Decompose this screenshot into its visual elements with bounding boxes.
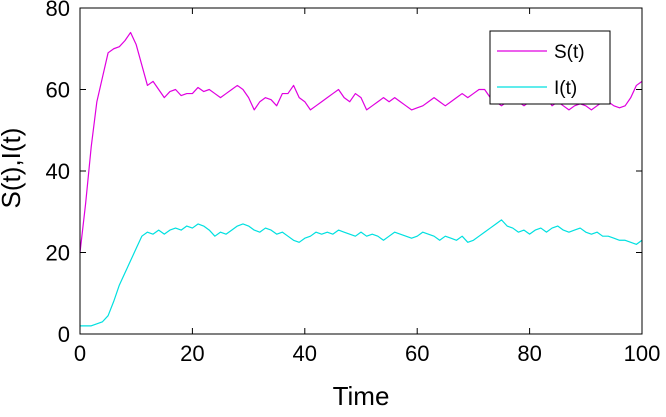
x-tick-label: 80 (517, 341, 541, 366)
x-tick-label: 40 (293, 341, 317, 366)
x-axis-title: Time (333, 381, 390, 411)
x-tick-label: 60 (405, 341, 429, 366)
y-tick-label: 0 (58, 322, 70, 347)
legend-label-i: I(t) (554, 78, 577, 99)
legend-box (489, 30, 611, 105)
y-tick-label: 40 (46, 159, 70, 184)
y-axis-title: S(t),I(t) (0, 128, 26, 209)
y-tick-label: 60 (46, 78, 70, 103)
x-tick-label: 20 (180, 341, 204, 366)
series-line-i (80, 219, 643, 327)
legend: S(t) I(t) (489, 30, 611, 105)
ticks-layer: 0 20 40 60 80 100 0 20 40 60 80 (46, 0, 661, 366)
legend-label-s: S(t) (554, 42, 585, 63)
x-tick-label: 100 (624, 341, 661, 366)
x-tick-label: 0 (74, 341, 86, 366)
y-tick-label: 80 (46, 0, 70, 21)
y-tick-label: 20 (46, 241, 70, 266)
